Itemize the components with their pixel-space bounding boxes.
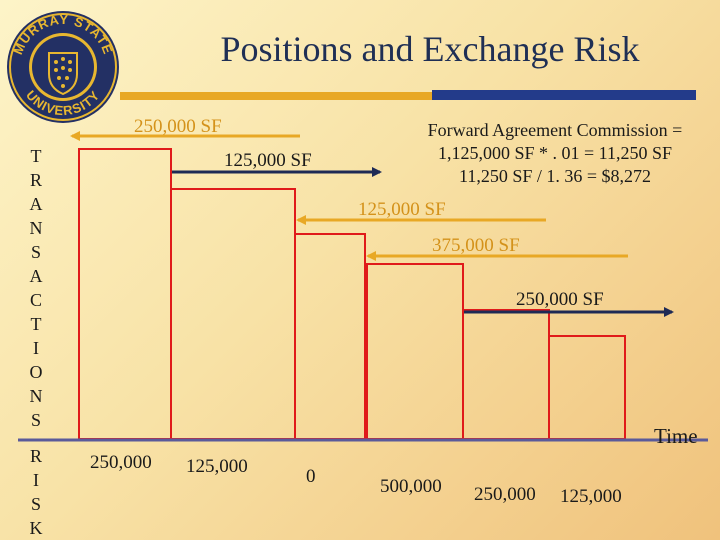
transactions-letter: O: [29, 362, 43, 382]
university-seal-logo: MURRAY STATE UNIVERSITY: [7, 11, 119, 123]
transactions-letter: N: [29, 386, 43, 406]
transactions-vertical-label: T R A N S A C T I O N S: [24, 144, 48, 432]
risk-value: 125,000: [560, 486, 622, 507]
transactions-letter: C: [29, 290, 42, 310]
risk-value: 250,000: [90, 452, 152, 473]
transaction-label: 250,000 SF: [516, 289, 604, 310]
risk-value: 250,000: [474, 484, 536, 505]
risk-value: 125,000: [186, 456, 248, 477]
transactions-letter: S: [30, 410, 41, 430]
transactions-letter: S: [30, 242, 41, 262]
transactions-letter: A: [29, 266, 43, 286]
transactions-letter: N: [29, 218, 43, 238]
risk-value: 500,000: [380, 476, 442, 497]
transaction-label: 125,000 SF: [358, 199, 446, 220]
transaction-label: 250,000 SF: [134, 116, 222, 137]
commission-line: 1,125,000 SF * . 01 = 11,250 SF: [437, 143, 673, 163]
title-underline-navy: [432, 90, 696, 100]
risk-letter: K: [29, 518, 43, 538]
transaction-label: 375,000 SF: [432, 235, 520, 256]
commission-line: Forward Agreement Commission =: [427, 120, 683, 140]
title-underline-gold: [120, 92, 438, 100]
time-axis-label: Time: [654, 424, 698, 448]
transactions-letter: T: [30, 146, 42, 166]
transactions-letter: A: [29, 194, 43, 214]
risk-vertical-label: R I S K: [24, 444, 48, 540]
transactions-letter: T: [30, 314, 42, 334]
risk-letter: S: [30, 494, 41, 514]
risk-letter: I: [33, 470, 39, 490]
risk-letter: R: [29, 446, 42, 466]
risk-value: 0: [306, 466, 316, 487]
slide-title: Positions and Exchange Risk: [220, 29, 640, 69]
commission-line: 11,250 SF / 1. 36 = $8,272: [458, 166, 651, 186]
transactions-letter: R: [29, 170, 42, 190]
commission-note: Forward Agreement Commission = 1,125,000…: [390, 119, 720, 188]
transaction-label: 125,000 SF: [224, 150, 312, 171]
transactions-letter: I: [33, 338, 39, 358]
